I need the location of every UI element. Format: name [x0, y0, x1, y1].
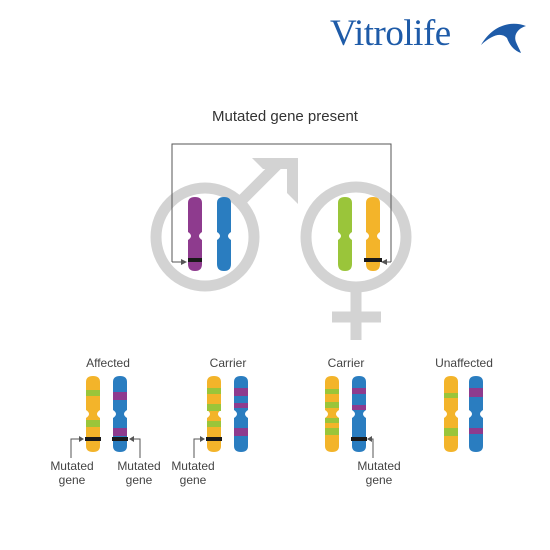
annotation-mutated-gene: Mutated gene [50, 459, 94, 487]
offspring-label-affected: Affected [86, 356, 130, 370]
offspring-label-unaffected: Unaffected [435, 356, 493, 370]
heading-bracket [171, 143, 392, 262]
offspring-label-carrier-1: Carrier [209, 356, 247, 370]
offspring-carrier-1 [206, 376, 248, 452]
mother-chromosome-green [338, 197, 352, 271]
offspring-label-carrier-2: Carrier [327, 356, 365, 370]
pointer-arrow-father [181, 259, 187, 265]
offspring-carrier-2 [325, 376, 367, 452]
pointer-arrow-mother [381, 259, 387, 265]
father-chromosome-purple [188, 197, 202, 271]
annotation-mutated-gene: Mutated gene [117, 459, 161, 487]
swoosh-logo-icon [481, 23, 526, 53]
mother-chromosome-orange [364, 197, 382, 271]
brand-logo: Vitrolife [330, 12, 451, 55]
mutation-band [112, 437, 128, 441]
mutation-band [351, 437, 367, 441]
offspring-affected [85, 376, 128, 452]
father-chromosome-blue [217, 197, 231, 271]
male-arrow-head-icon [252, 158, 298, 204]
mutation-band [364, 258, 382, 262]
annotation-mutated-gene: Mutated gene [357, 459, 401, 487]
offspring-unaffected [444, 376, 483, 452]
brand-name: Vitrolife [330, 13, 451, 54]
mutation-band [206, 437, 222, 441]
female-symbol-icon [300, 181, 412, 340]
annotation-pointers [70, 438, 374, 458]
annotation-arrowheads [79, 436, 372, 442]
male-symbol-icon [150, 160, 282, 292]
heading-mutated-gene-present: Mutated gene present [212, 108, 358, 125]
mutation-band [85, 437, 101, 441]
annotation-mutated-gene: Mutated gene [171, 459, 215, 487]
mutation-band [188, 258, 202, 262]
